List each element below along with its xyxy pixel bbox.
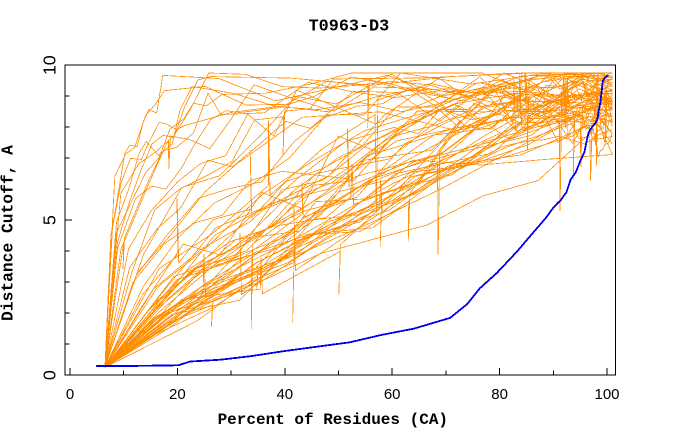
svg-text:T0963-D3: T0963-D3 [309, 18, 390, 37]
svg-text:Distance Cutoff, A: Distance Cutoff, A [0, 145, 18, 321]
svg-text:40: 40 [276, 386, 293, 403]
svg-text:0: 0 [66, 386, 74, 403]
svg-text:20: 20 [169, 386, 186, 403]
svg-text:100: 100 [594, 386, 619, 403]
svg-text:5: 5 [40, 215, 60, 225]
svg-text:0: 0 [40, 370, 60, 380]
svg-text:Percent of Residues (CA): Percent of Residues (CA) [218, 411, 448, 429]
svg-text:80: 80 [491, 386, 508, 403]
svg-text:60: 60 [384, 386, 401, 403]
svg-text:10: 10 [40, 55, 60, 75]
